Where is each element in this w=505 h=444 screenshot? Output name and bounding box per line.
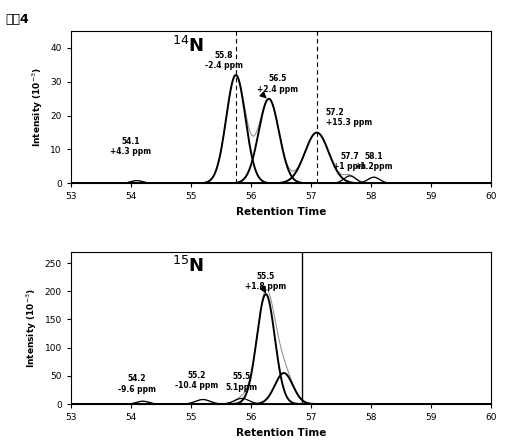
Text: 57.7
+1 ppm: 57.7 +1 ppm (333, 152, 366, 171)
Text: 55.2
-10.4 ppm: 55.2 -10.4 ppm (175, 371, 218, 390)
Y-axis label: Intensity (10$^{-3}$): Intensity (10$^{-3}$) (30, 67, 44, 147)
Text: 54.1
+4.3 ppm: 54.1 +4.3 ppm (110, 137, 151, 156)
X-axis label: Retention Time: Retention Time (235, 428, 325, 438)
Text: 55.5
5.1ppm: 55.5 5.1ppm (225, 372, 258, 392)
X-axis label: Retention Time: Retention Time (235, 207, 325, 217)
Text: 様品4: 様品4 (5, 13, 29, 26)
Text: 56.5
+2.4 ppm: 56.5 +2.4 ppm (257, 74, 298, 94)
Text: 55.5
+1.8 ppm: 55.5 +1.8 ppm (245, 272, 286, 291)
Text: 55.8
-2.4 ppm: 55.8 -2.4 ppm (205, 51, 242, 70)
Text: $^{15}$N: $^{15}$N (172, 256, 204, 277)
Text: $^{14}$N: $^{14}$N (172, 36, 204, 56)
Text: 58.1
+1.2ppm: 58.1 +1.2ppm (354, 152, 392, 171)
Text: 57.2
+15.3 ppm: 57.2 +15.3 ppm (325, 108, 371, 127)
Text: 54.2
-9.6 ppm: 54.2 -9.6 ppm (118, 374, 156, 394)
Y-axis label: Intensity (10$^{-3}$): Intensity (10$^{-3}$) (25, 288, 39, 368)
